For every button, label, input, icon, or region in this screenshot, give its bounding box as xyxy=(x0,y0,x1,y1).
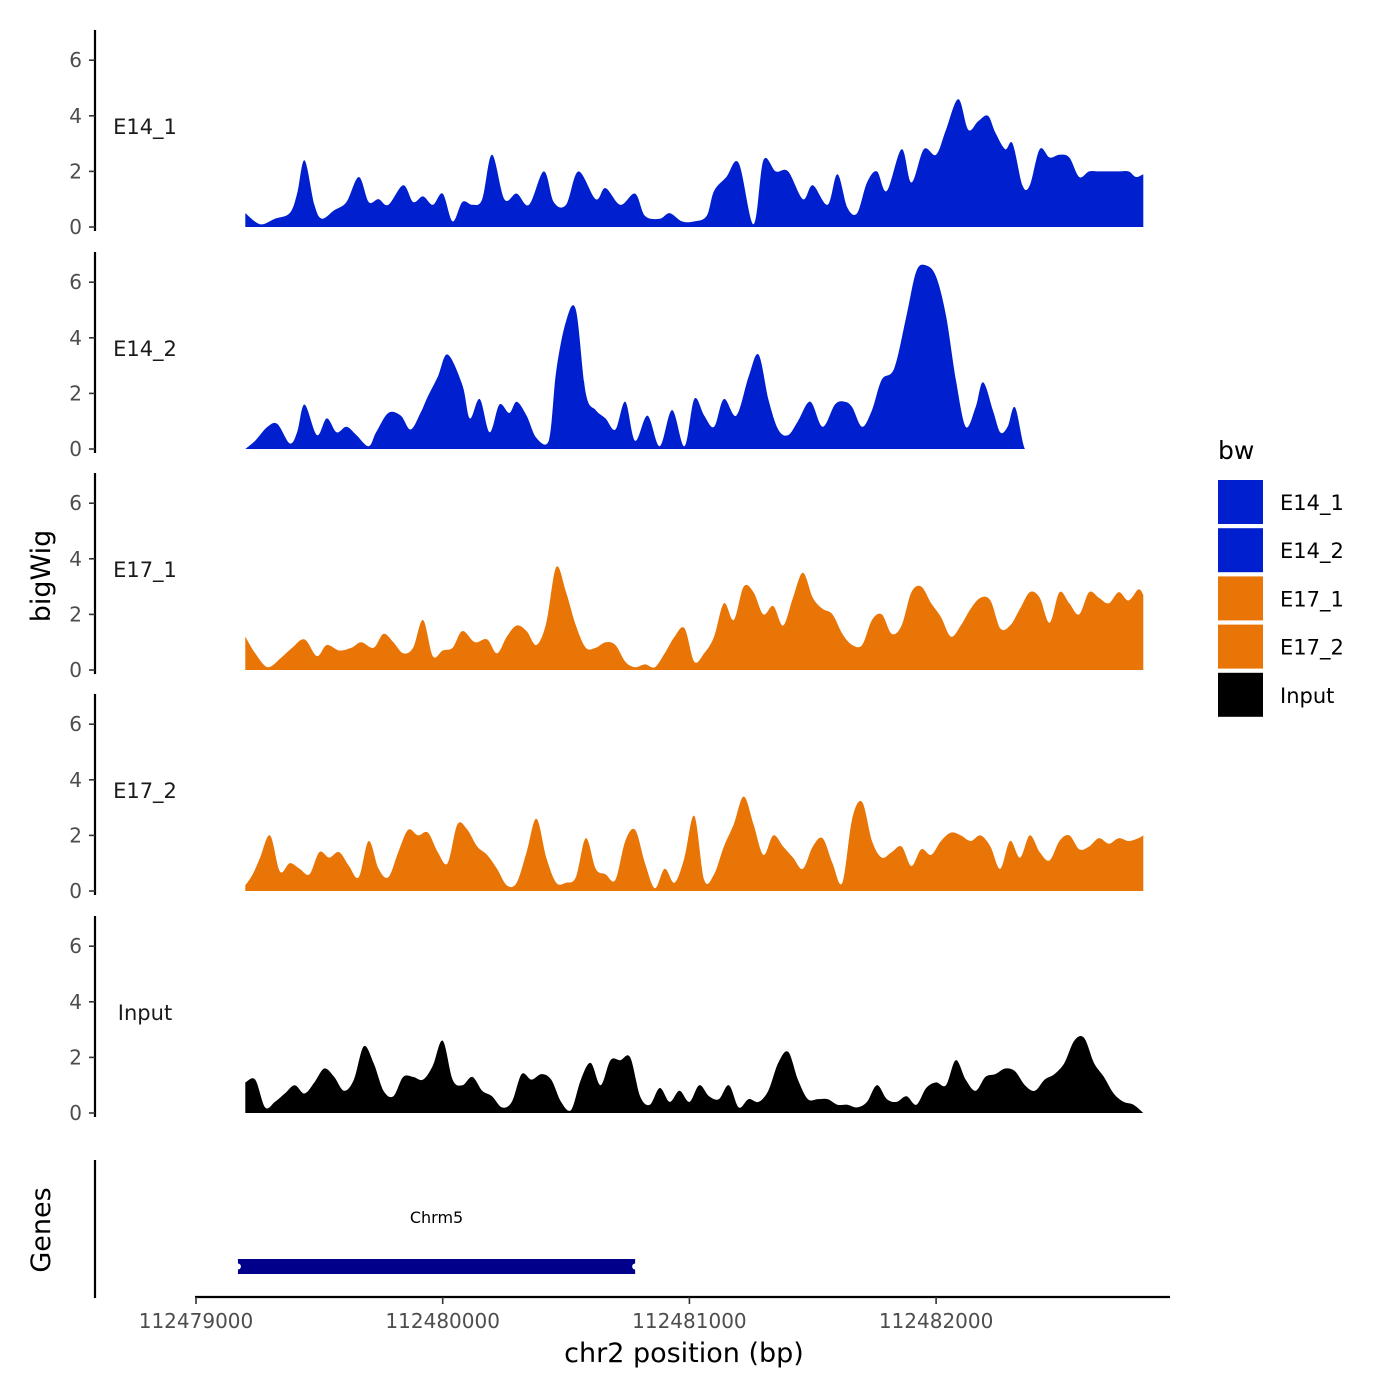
gene-label: Chrm5 xyxy=(410,1208,463,1227)
track-label: E17_1 xyxy=(113,558,177,583)
track-label: E17_2 xyxy=(113,779,177,804)
y-tick-label: 4 xyxy=(69,768,82,792)
legend-label: E17_1 xyxy=(1280,587,1344,612)
gene-body xyxy=(237,1259,636,1274)
y-tick-label: 4 xyxy=(69,104,82,128)
gene-track-title: Genes xyxy=(26,1187,57,1272)
legend-label: E14_2 xyxy=(1280,539,1344,564)
signal-tracks: 0 2 4 6 E14_1 0 2 4 6 E14_2 0 2 4 6 E17_1 0 2 4 6 E17_2 0 2 4 6… xyxy=(69,30,1144,1125)
y-tick-label: 0 xyxy=(69,437,82,461)
track-e17-1: 0 2 4 6 E17_1 xyxy=(69,473,1144,682)
gene-start-cap xyxy=(234,1263,241,1270)
y-tick-label: 4 xyxy=(69,547,82,571)
y-tick-label: 4 xyxy=(69,990,82,1014)
gene-chrm5: Chrm5 xyxy=(234,1208,639,1274)
y-tick-label: 2 xyxy=(69,159,82,183)
legend-item-e17-2: E17_2 xyxy=(1218,624,1344,669)
legend-item-e17-1: E17_1 xyxy=(1218,576,1344,621)
y-axis-title: bigWig xyxy=(26,530,57,623)
x-axis: 112479000 112480000 112481000 112482000 xyxy=(139,1295,1170,1333)
track-label: Input xyxy=(118,1001,172,1025)
y-tick-label: 2 xyxy=(69,1045,82,1069)
y-tick-label: 6 xyxy=(69,48,82,72)
y-tick-label: 0 xyxy=(69,215,82,239)
y-tick-label: 0 xyxy=(69,879,82,903)
track-e14-2: 0 2 4 6 E14_2 xyxy=(69,252,1144,461)
gene-track: Genes Chrm5 xyxy=(26,1160,639,1298)
y-tick-label: 2 xyxy=(69,823,82,847)
legend-swatch xyxy=(1218,576,1263,621)
legend-item-e14-1: E14_1 xyxy=(1218,480,1344,524)
legend-item-e14-2: E14_2 xyxy=(1218,528,1344,573)
legend-label: E14_1 xyxy=(1280,491,1344,516)
x-tick-label: 112482000 xyxy=(879,1309,994,1333)
y-tick-label: 0 xyxy=(69,658,82,682)
signal-area-input xyxy=(245,1036,1144,1113)
legend-item-input: Input xyxy=(1218,672,1334,717)
legend-swatch xyxy=(1218,624,1263,669)
track-e17-2: 0 2 4 6 E17_2 xyxy=(69,694,1144,903)
y-tick-label: 6 xyxy=(69,270,82,294)
legend-swatch xyxy=(1218,480,1263,524)
x-axis-title: chr2 position (bp) xyxy=(564,1338,804,1369)
y-tick-label: 6 xyxy=(69,491,82,515)
gene-end-cap xyxy=(632,1263,639,1270)
x-tick-label: 112481000 xyxy=(632,1309,747,1333)
track-e14-1: 0 2 4 6 E14_1 xyxy=(69,30,1144,239)
legend-title: bw xyxy=(1218,436,1254,465)
signal-area-e14-2 xyxy=(245,264,1144,449)
legend-label: Input xyxy=(1280,684,1334,708)
y-tick-label: 0 xyxy=(69,1101,82,1125)
x-tick-label: 112479000 xyxy=(139,1309,254,1333)
signal-area-e14-1 xyxy=(245,99,1144,227)
y-tick-label: 2 xyxy=(69,381,82,405)
track-label: E14_2 xyxy=(113,337,177,362)
legend-label: E17_2 xyxy=(1280,636,1344,661)
y-tick-label: 6 xyxy=(69,934,82,958)
track-input: 0 2 4 6 Input xyxy=(69,916,1144,1125)
y-tick-label: 6 xyxy=(69,712,82,736)
signal-area-e17-2 xyxy=(245,796,1144,891)
legend: bw E14_1 E14_2 E17_1 E17_2 Input xyxy=(1218,436,1344,717)
legend-swatch xyxy=(1218,528,1263,573)
legend-swatch xyxy=(1218,672,1263,717)
y-tick-label: 2 xyxy=(69,602,82,626)
signal-area-e17-1 xyxy=(245,566,1144,670)
track-label: E14_1 xyxy=(113,115,177,140)
x-tick-label: 112480000 xyxy=(385,1309,500,1333)
y-tick-label: 4 xyxy=(69,326,82,350)
